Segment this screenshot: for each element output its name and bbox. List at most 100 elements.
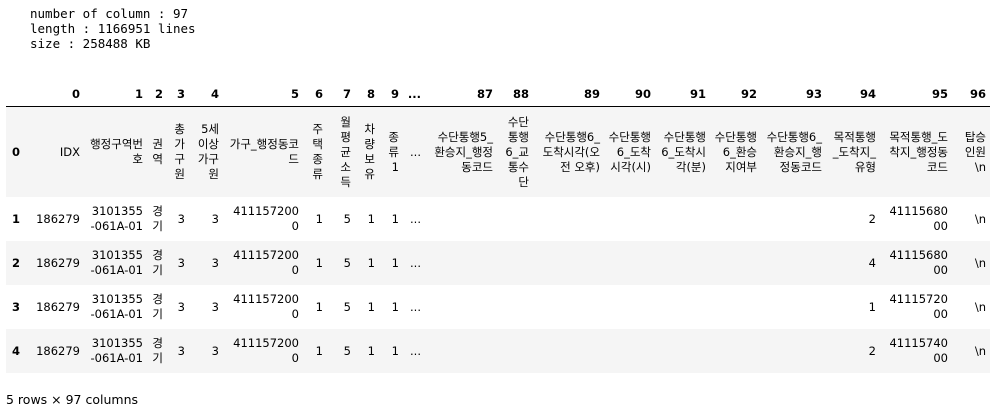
column-header: 96: [952, 82, 990, 107]
table-cell: 차량보유: [355, 106, 379, 197]
dataframe-shape: 5 rows × 97 columns: [6, 392, 139, 407]
table-cell: [533, 241, 604, 285]
column-header: 8: [355, 82, 379, 107]
table-cell: 수단통행6_도착시각(시): [604, 106, 655, 197]
table-cell: 1: [355, 241, 379, 285]
table-cell: [655, 285, 710, 329]
table-cell: [761, 197, 826, 241]
table-cell: 3: [167, 197, 189, 241]
table-cell: 수단통행6_도착시각(오전 오후): [533, 106, 604, 197]
column-header: 1: [84, 82, 147, 107]
table-cell: 수단통행6_도착시각(분): [655, 106, 710, 197]
table-cell: 4111572000: [880, 285, 952, 329]
table-cell: [425, 197, 497, 241]
table-cell: [710, 285, 761, 329]
table-cell: [710, 329, 761, 373]
table-cell: 1: [826, 285, 880, 329]
column-header: 7: [327, 82, 355, 107]
table-cell: [761, 285, 826, 329]
table-cell: 4111568000: [880, 241, 952, 285]
table-cell: 3101355-061A-01: [84, 241, 147, 285]
table-cell: 2: [826, 197, 880, 241]
table-cell: 3101355-061A-01: [84, 329, 147, 373]
column-header: 4: [189, 82, 223, 107]
table-row: 1 186279 3101355-061A-01 경기 3 3 4111572000 1 5 1 1…: [6, 197, 990, 241]
row-index: 0: [6, 106, 28, 197]
table-cell: [761, 329, 826, 373]
table-cell: 5: [327, 285, 355, 329]
table-cell: [497, 197, 533, 241]
table-cell: 5: [327, 197, 355, 241]
table-cell: 총가구원: [167, 106, 189, 197]
table-cell: 3: [189, 241, 223, 285]
column-header: [6, 82, 28, 107]
table-cell: [710, 197, 761, 241]
table-cell: [604, 285, 655, 329]
column-header: 3: [167, 82, 189, 107]
table-cell: 4: [826, 241, 880, 285]
table-cell: [497, 329, 533, 373]
row-index: 3: [6, 285, 28, 329]
table-cell: 4111572000: [223, 329, 303, 373]
column-header: 92: [710, 82, 761, 107]
column-header: 88: [497, 82, 533, 107]
table-cell: 4111572000: [223, 241, 303, 285]
table-cell: 주택종류: [303, 106, 327, 197]
column-header: 87: [425, 82, 497, 107]
table-cell: 186279: [28, 241, 84, 285]
table-cell: [425, 241, 497, 285]
table-cell: \n: [952, 329, 990, 373]
table-cell: 1: [379, 197, 403, 241]
table-cell: 경기: [147, 241, 167, 285]
table-cell: \n: [952, 285, 990, 329]
table-cell: 1: [379, 285, 403, 329]
table-cell: 186279: [28, 329, 84, 373]
table-cell: 탑승인원\n: [952, 106, 990, 197]
table-cell: \n: [952, 241, 990, 285]
table-cell: 가구_행정동코드: [223, 106, 303, 197]
table-cell: 3101355-061A-01: [84, 285, 147, 329]
table-cell: 186279: [28, 285, 84, 329]
table-row: 2 186279 3101355-061A-01 경기 3 3 4111572000 1 5 1 1…: [6, 241, 990, 285]
table-cell: 경기: [147, 329, 167, 373]
table-cell: ...: [403, 285, 425, 329]
table-cell: 1: [355, 197, 379, 241]
table-cell: [655, 241, 710, 285]
table-cell: [533, 329, 604, 373]
table-cell: [497, 241, 533, 285]
column-header: 93: [761, 82, 826, 107]
table-row: 3 186279 3101355-061A-01 경기 3 3 4111572000 1 5 1 1…: [6, 285, 990, 329]
table-cell: [533, 285, 604, 329]
table-row: 4 186279 3101355-061A-01 경기 3 3 4111572000 1 5 1 1…: [6, 329, 990, 373]
table-cell: 수단통행6_환승지_행정동코드: [761, 106, 826, 197]
table-cell: 5: [327, 329, 355, 373]
cell-output-text: number of column : 97 length : 1166951 li…: [30, 6, 196, 51]
table-cell: 4111568000: [880, 197, 952, 241]
output-line: size : 258488 KB: [30, 36, 151, 51]
table-cell: 1: [303, 329, 327, 373]
table-cell: ...: [403, 106, 425, 197]
column-header: ...: [403, 82, 425, 107]
table-cell: [761, 241, 826, 285]
table-cell: [425, 285, 497, 329]
table-cell: 2: [826, 329, 880, 373]
header-values-row: 0 IDX 행정구역번호 권역 총가구원 5세이상가구원 가구_행정동코드 주택종류 월평균소득…: [6, 106, 990, 197]
column-header: 0: [28, 82, 84, 107]
table-cell: 권역: [147, 106, 167, 197]
table-cell: 3: [167, 329, 189, 373]
table-cell: 5: [327, 241, 355, 285]
column-header: 95: [880, 82, 952, 107]
table-cell: 1: [303, 241, 327, 285]
row-index: 2: [6, 241, 28, 285]
table-cell: 3: [167, 241, 189, 285]
column-header: 9: [379, 82, 403, 107]
table-cell: 3: [189, 197, 223, 241]
table-cell: [655, 197, 710, 241]
table-body: 1 186279 3101355-061A-01 경기 3 3 4111572000 1 5 1 1…: [6, 197, 990, 373]
table-cell: 3: [189, 329, 223, 373]
table-cell: 수단통행6_환승지여부: [710, 106, 761, 197]
row-index: 4: [6, 329, 28, 373]
table-cell: 목적통행_도착지_유형: [826, 106, 880, 197]
table-cell: [604, 241, 655, 285]
table-cell: 경기: [147, 285, 167, 329]
